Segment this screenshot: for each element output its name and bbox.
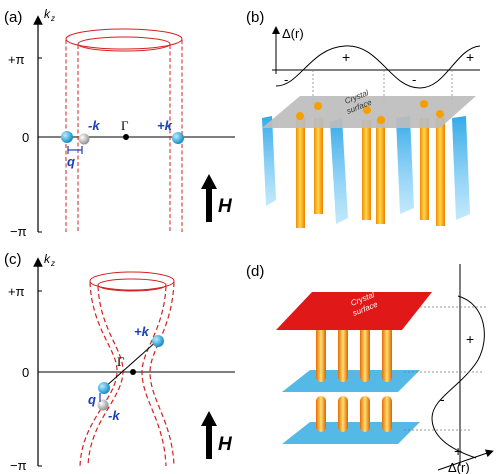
gamma-point-c: [130, 369, 136, 375]
field-label: H: [218, 196, 233, 217]
electron-minus-k-partner: [61, 131, 73, 143]
panel-c-label: (c): [4, 251, 22, 268]
kz-axis-label: k: [44, 7, 51, 21]
kz-axis-subscript-c: z: [50, 259, 55, 268]
tick-zero-c: 0: [22, 365, 29, 380]
sign-3: -: [412, 72, 416, 87]
sign-d-1: +: [466, 331, 474, 347]
q-label: q: [67, 154, 75, 169]
gamma-point: [123, 134, 129, 140]
electron-plus-k: [172, 132, 184, 144]
gamma-label: Γ: [121, 118, 129, 133]
tick-minus-pi-c: −π: [10, 458, 27, 473]
electron-minus-k: [78, 133, 90, 145]
panel-d-label: (d): [246, 263, 264, 280]
electron-partner-c: [98, 382, 110, 394]
orange-pillars: [296, 118, 445, 228]
blue-sheet-middle: [282, 370, 420, 392]
panel-a: (a) k z +π 0 −π Γ -k +k q: [4, 7, 235, 239]
blue-sheets: [262, 116, 470, 224]
surface-dots: [296, 100, 444, 124]
delta-label-d: Δ(r): [448, 460, 470, 474]
panel-d: (d) Crystal surface: [246, 263, 494, 474]
minus-k-label-c: -k: [108, 408, 120, 423]
plus-k-label: +k: [157, 118, 173, 133]
panel-a-label: (a): [4, 9, 22, 26]
field-label-c: H: [218, 434, 233, 455]
pairing-line: [103, 339, 159, 389]
delta-arrow-d: [437, 449, 494, 471]
sign-4: +: [466, 49, 474, 65]
panel-b-label: (b): [246, 9, 264, 26]
electron-minus-k-c: [97, 399, 109, 411]
delta-wave: [275, 45, 481, 89]
fermi-surface-c: [79, 271, 175, 467]
kz-axis-subscript: z: [50, 14, 55, 23]
panel-b: (b) Δ(r) - + - +: [246, 9, 481, 228]
electron-plus-k-c: [152, 335, 164, 347]
kz-axis-label-c: k: [44, 252, 51, 266]
q-label-c: q: [88, 392, 96, 407]
fermi-surface-a: [65, 28, 183, 232]
level-lines-d: [404, 306, 486, 431]
tick-plus-pi: +π: [8, 52, 25, 67]
field-arrow: [201, 174, 217, 222]
sign-d-3: +: [454, 443, 462, 459]
tick-minus-pi: −π: [10, 224, 27, 239]
sign-d-2: -: [440, 391, 445, 407]
blue-sheet-lower: [282, 422, 420, 444]
field-arrow-c: [201, 411, 217, 459]
plus-k-label-c: +k: [134, 324, 150, 339]
pillars-lower: [316, 396, 392, 432]
delta-wave-d: [431, 295, 485, 459]
panel-c: (c) k z +π 0 −π Γ +k -k q H: [4, 251, 235, 473]
tick-plus-pi-c: +π: [8, 284, 25, 299]
pillars-upper: [316, 326, 392, 382]
delta-label: Δ(r): [282, 26, 304, 41]
sign-1: -: [284, 72, 288, 87]
gamma-label-c: Γ: [117, 354, 125, 369]
minus-k-label: -k: [88, 118, 100, 133]
crystal-surface-d: [276, 292, 432, 330]
tick-zero: 0: [22, 130, 29, 145]
sign-2: +: [342, 49, 350, 65]
